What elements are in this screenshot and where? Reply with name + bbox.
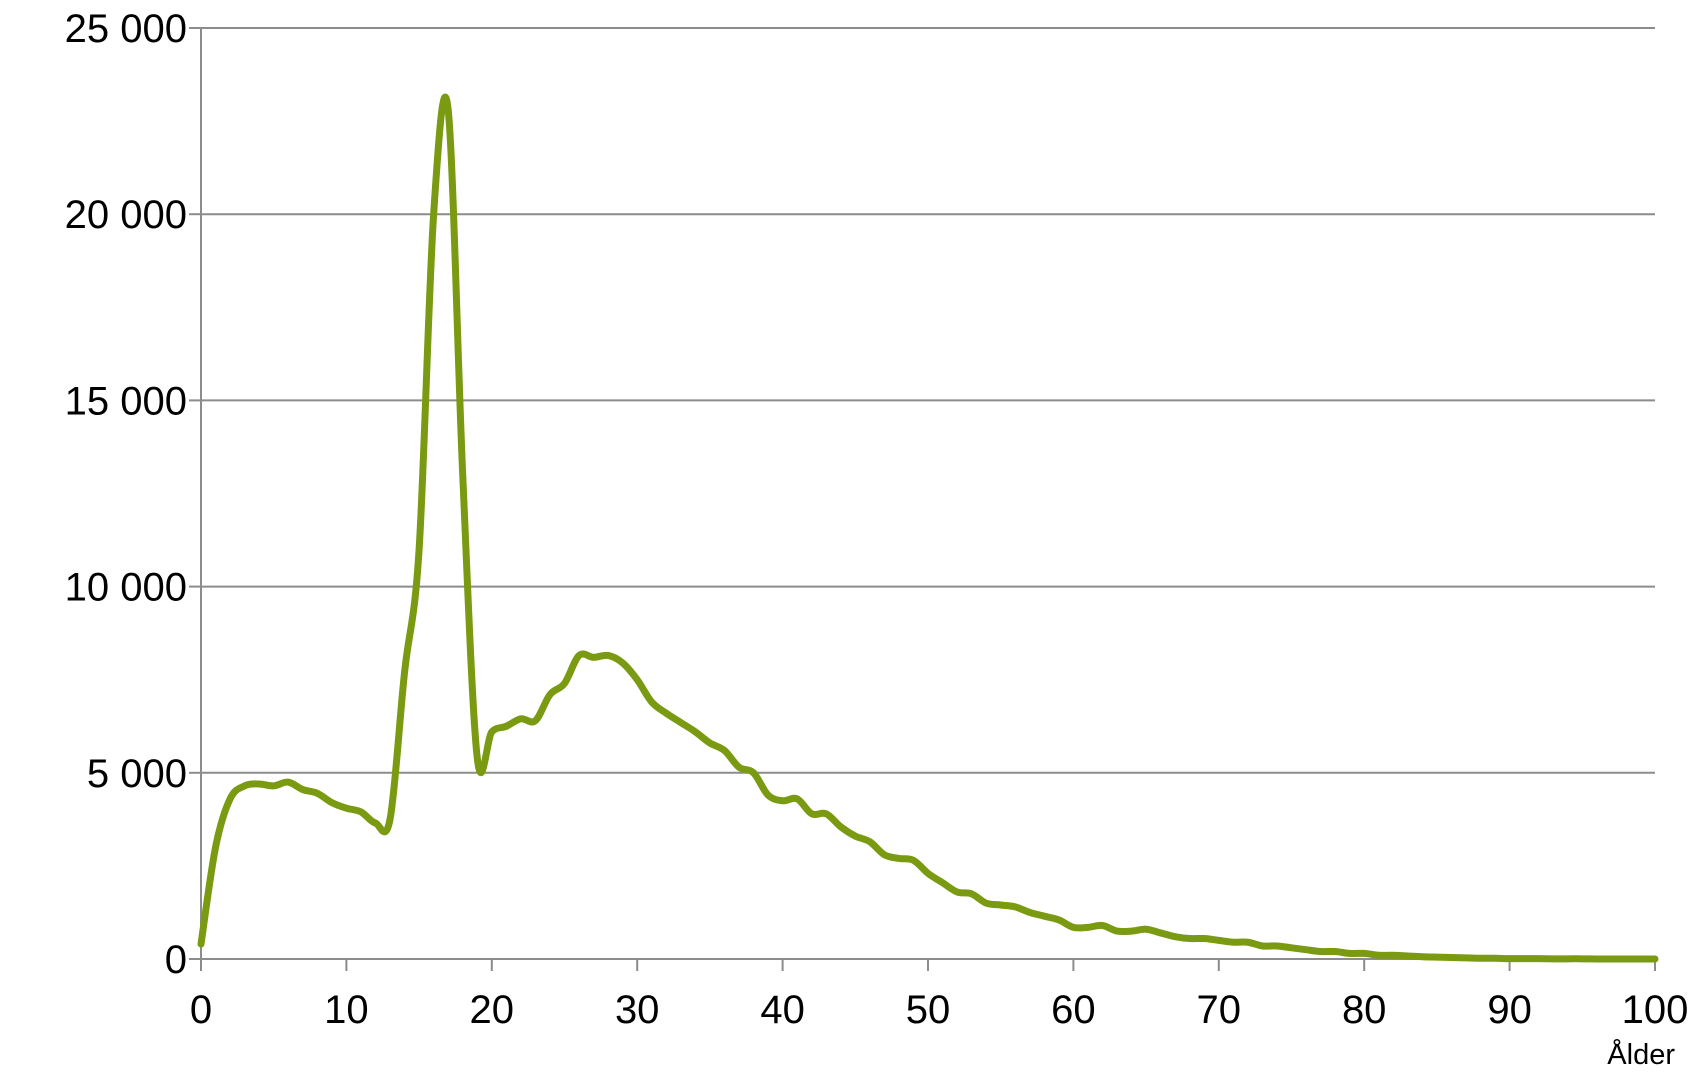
x-tick-label: 40	[760, 988, 805, 1032]
x-tick-label: 60	[1051, 988, 1096, 1032]
x-tick-label: 80	[1342, 988, 1387, 1032]
x-tick-label: 90	[1487, 988, 1532, 1032]
y-tick-label: 25 000	[65, 7, 187, 51]
x-axis-title: Ålder	[1607, 1038, 1675, 1071]
y-tick-labels: 0 5 000 10 000 15 000 20 000 25 000	[65, 7, 187, 982]
x-tick-label: 30	[615, 988, 660, 1032]
y-tick-label: 15 000	[65, 379, 187, 423]
x-tick-label: 100	[1622, 988, 1689, 1032]
x-tick-label: 50	[906, 988, 951, 1032]
axes	[189, 27, 1656, 971]
y-tick-label: 20 000	[65, 193, 187, 237]
y-tick-label: 10 000	[65, 566, 187, 610]
y-tick-label: 5 000	[87, 752, 187, 796]
y-tick-label: 0	[165, 938, 187, 982]
x-tick-label: 10	[324, 988, 369, 1032]
x-tick-label: 20	[470, 988, 515, 1032]
x-tick-labels: 0 10 20 30 40 50 60 70 80 90 100	[190, 988, 1689, 1032]
gridlines	[201, 27, 1655, 774]
x-tick-label: 0	[190, 988, 212, 1032]
series-line	[197, 93, 1659, 963]
x-tick-label: 70	[1197, 988, 1242, 1032]
